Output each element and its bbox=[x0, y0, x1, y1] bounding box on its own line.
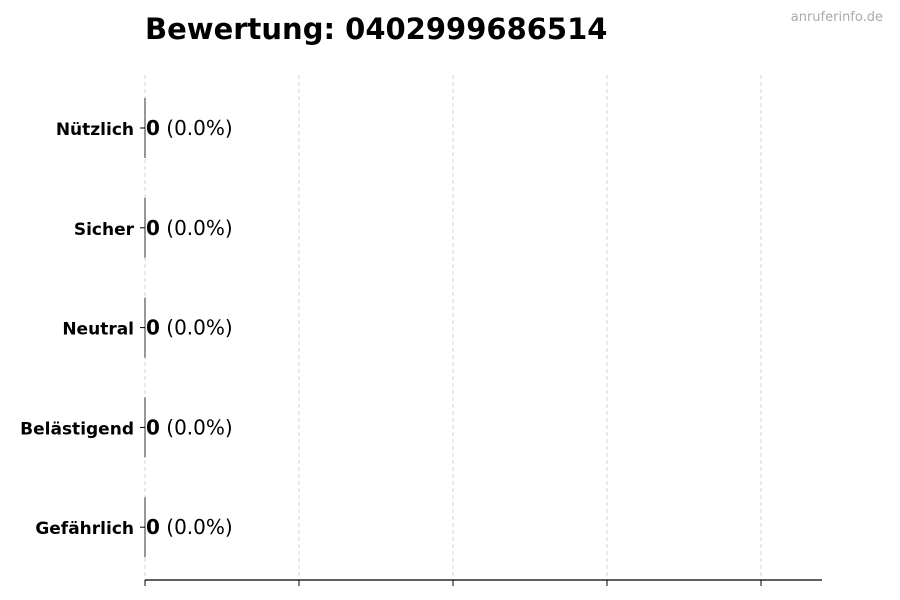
data-label: 0 (0.0%) bbox=[146, 515, 233, 539]
y-tick-label: Gefährlich bbox=[35, 519, 134, 539]
y-tick-label: Belästigend bbox=[20, 419, 134, 439]
chart-title: Bewertung: 0402999686514 bbox=[145, 12, 608, 46]
data-label: 0 (0.0%) bbox=[146, 415, 233, 439]
data-label: 0 (0.0%) bbox=[146, 316, 233, 340]
y-tick-label: Nützlich bbox=[56, 120, 134, 140]
y-tick-label: Neutral bbox=[62, 320, 134, 340]
y-tick-label: Sicher bbox=[74, 220, 135, 240]
data-label: 0 (0.0%) bbox=[146, 216, 233, 240]
watermark: anruferinfo.de bbox=[790, 10, 883, 25]
data-label: 0 (0.0%) bbox=[146, 116, 233, 140]
